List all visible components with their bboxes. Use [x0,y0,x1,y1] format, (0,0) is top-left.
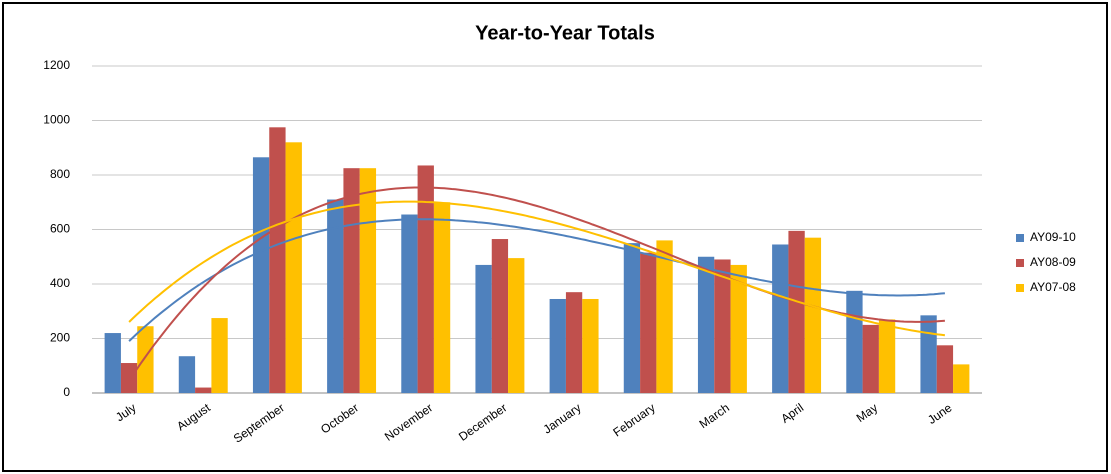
bar [269,127,286,393]
y-tick-label: 200 [50,331,70,345]
bar [846,290,863,393]
legend-swatch [1016,259,1024,267]
bar [252,157,270,393]
bar [285,142,302,393]
y-tick-label: 800 [50,167,70,181]
bar [656,240,673,393]
trendline [128,200,946,337]
bar [582,298,599,393]
bar [508,258,525,393]
bar [697,256,715,393]
bar [401,214,418,393]
legend-label: AY09-10 [1030,230,1076,244]
bar [730,264,747,393]
bar [343,168,360,393]
bar [359,168,377,393]
chart-title: Year-to-Year Totals [475,22,655,44]
y-tick-label: 1000 [43,113,70,127]
bar [178,356,196,393]
bar [862,324,879,393]
legend-swatch [1016,284,1024,292]
bar [491,239,509,393]
y-tick-label: 0 [63,385,70,399]
bar [195,387,212,393]
legend-swatch [1016,234,1024,242]
bar [772,244,789,393]
bar [417,165,434,393]
bar [920,315,937,393]
bar [878,319,896,393]
bar [565,292,583,393]
y-tick-label: 400 [50,276,70,290]
bar [120,363,138,393]
bar [137,326,154,393]
bar [804,237,822,393]
y-tick-label: 1200 [43,58,70,72]
bar [211,318,228,393]
bar [788,230,805,393]
bar [549,298,566,393]
bar [104,333,121,393]
bar [475,264,492,393]
bar [936,345,954,393]
legend-label: AY07-08 [1030,280,1076,294]
legend-label: AY08-09 [1030,255,1076,269]
y-tick-label: 600 [50,222,70,236]
bar [327,199,344,393]
bar [714,259,731,393]
trendline [128,218,945,342]
bar [953,364,970,393]
bar [433,202,451,393]
bar [623,243,641,393]
bar [640,252,657,393]
